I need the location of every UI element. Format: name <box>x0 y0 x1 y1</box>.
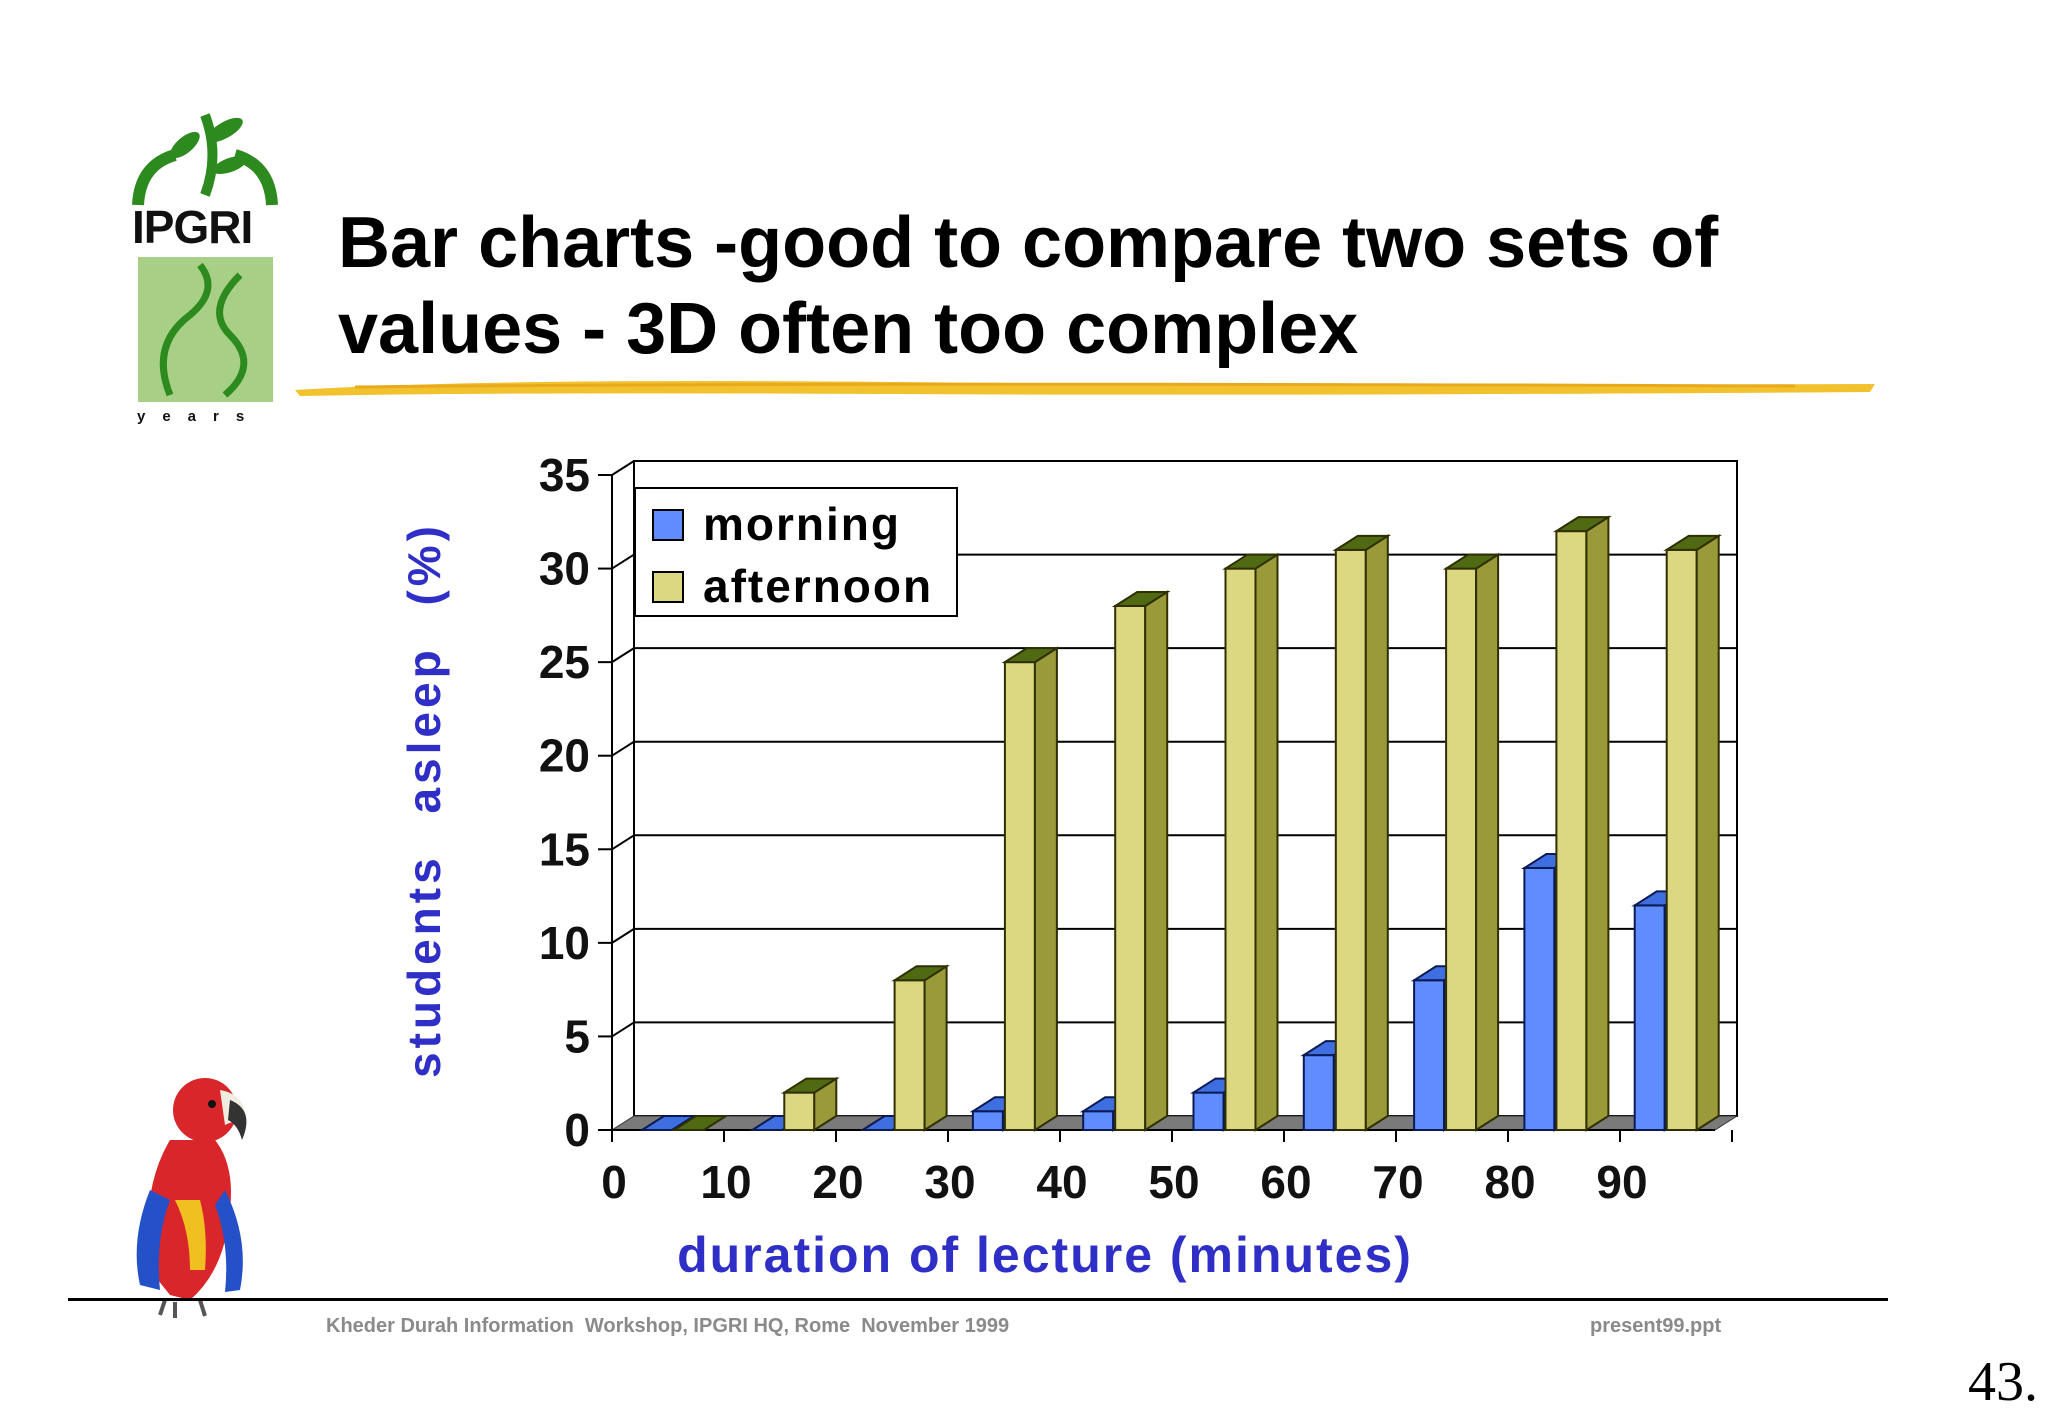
bar-top <box>670 1115 730 1131</box>
bar-top <box>1552 516 1612 533</box>
bar-front <box>1555 530 1588 1131</box>
y-tick-label: 15 <box>539 823 590 875</box>
footer-left-text: Kheder Durah Information Workshop, IPGRI… <box>326 1315 1010 1337</box>
x-tick-label: 90 <box>1596 1156 1647 1208</box>
bar-side <box>1695 534 1720 1132</box>
footer-rule <box>68 1298 1888 1301</box>
y-tick-label: 0 <box>564 1104 590 1156</box>
bar-afternoon-40 <box>1111 590 1171 1132</box>
bar-top <box>1663 534 1723 551</box>
bar-side <box>923 964 948 1132</box>
y-tick-label: 20 <box>539 730 590 782</box>
bar-front <box>1114 605 1147 1131</box>
gridline-side <box>611 834 635 851</box>
x-tick-label: 60 <box>1260 1156 1311 1208</box>
legend-box <box>634 487 958 617</box>
ipgri-logo <box>132 113 278 402</box>
bar-front <box>1633 904 1666 1132</box>
bar-front <box>1192 1091 1225 1131</box>
bar-side <box>1475 552 1500 1132</box>
bar-top <box>891 965 951 982</box>
bar-front <box>1302 1054 1335 1131</box>
bar-afternoon-60 <box>1332 534 1392 1132</box>
x-tick-label: 40 <box>1036 1156 1087 1208</box>
bar-side <box>1033 646 1058 1132</box>
bar-side <box>1144 590 1169 1132</box>
bar-front <box>893 979 926 1131</box>
y-tick-label: 35 <box>539 449 590 501</box>
bar-front <box>1665 548 1698 1131</box>
bar-front <box>1224 567 1257 1131</box>
x-tick-label: 20 <box>812 1156 863 1208</box>
y-tick-label: 10 <box>539 917 590 969</box>
bar-front <box>1003 661 1036 1132</box>
legend-label-afternoon: afternoon <box>703 560 933 612</box>
y-axis-label: students asleep (%) <box>398 522 450 1078</box>
bar-afternoon-80 <box>1552 515 1612 1132</box>
legend-label-morning: morning <box>703 498 901 550</box>
bar-afternoon-50 <box>1222 552 1281 1132</box>
page-number: 43. <box>1968 1351 2038 1413</box>
bar-side <box>1254 552 1279 1132</box>
gridline-side <box>611 553 635 570</box>
x-tick-label: 0 <box>601 1156 627 1208</box>
title-underline <box>295 381 1875 396</box>
bar-front <box>783 1091 816 1131</box>
bar-front <box>1082 1110 1115 1132</box>
legend-swatch-morning <box>652 509 684 541</box>
bar-top <box>780 1077 840 1094</box>
y-tick-label: 30 <box>539 543 590 595</box>
y-tick-label: 5 <box>564 1010 590 1062</box>
bar-afternoon-20 <box>891 964 951 1132</box>
footer-right-text: present99.ppt <box>1590 1315 1722 1337</box>
bar-afternoon-70 <box>1442 552 1502 1132</box>
chart-ticks: 0 5 10 15 20 25 30 35 0 10 20 30 40 50 60 70 80 90 <box>539 449 1733 1208</box>
x-tick-label: 10 <box>700 1156 751 1208</box>
bar-front <box>1413 979 1446 1131</box>
legend-swatch-afternoon <box>652 571 684 603</box>
bar-morning-0 <box>638 1115 698 1131</box>
bar-afternoon-10 <box>780 1076 840 1132</box>
gridline-side <box>611 460 635 476</box>
x-tick-label: 50 <box>1148 1156 1199 1208</box>
gridline-side <box>611 1021 635 1038</box>
logo-text: IPGRI <box>132 201 253 253</box>
bar-top <box>1442 553 1502 570</box>
x-tick-label: 70 <box>1372 1156 1423 1208</box>
gridline-side <box>611 740 635 757</box>
bar-front <box>1445 567 1478 1131</box>
bar-top <box>1222 553 1281 570</box>
bar-top <box>638 1115 698 1131</box>
bar-top <box>1001 647 1061 664</box>
x-tick-label: 80 <box>1484 1156 1535 1208</box>
chart-legend: morning afternoon <box>634 487 958 617</box>
bar-top <box>1332 534 1392 551</box>
logo-years: years <box>137 408 262 425</box>
bar-side <box>1585 515 1610 1132</box>
slide-title: Bar charts -good to compare two sets of … <box>338 203 1719 369</box>
gridline-side <box>611 928 635 944</box>
bar-side <box>1364 534 1389 1132</box>
x-axis-label: duration of lecture (minutes) <box>677 1227 1413 1283</box>
y-tick-label: 25 <box>539 636 590 688</box>
bar-front <box>971 1110 1004 1132</box>
bar-afternoon-90 <box>1663 534 1723 1132</box>
bar-afternoon-30 <box>1001 646 1061 1132</box>
bar-front <box>1334 548 1367 1131</box>
gridline-side <box>611 647 635 663</box>
chart-bars <box>638 515 1723 1132</box>
bar-front <box>1523 867 1556 1131</box>
bar-top <box>1111 591 1171 607</box>
bar-afternoon-0 <box>670 1115 730 1131</box>
x-tick-label: 30 <box>924 1156 975 1208</box>
parrot-illustration <box>136 1078 247 1318</box>
